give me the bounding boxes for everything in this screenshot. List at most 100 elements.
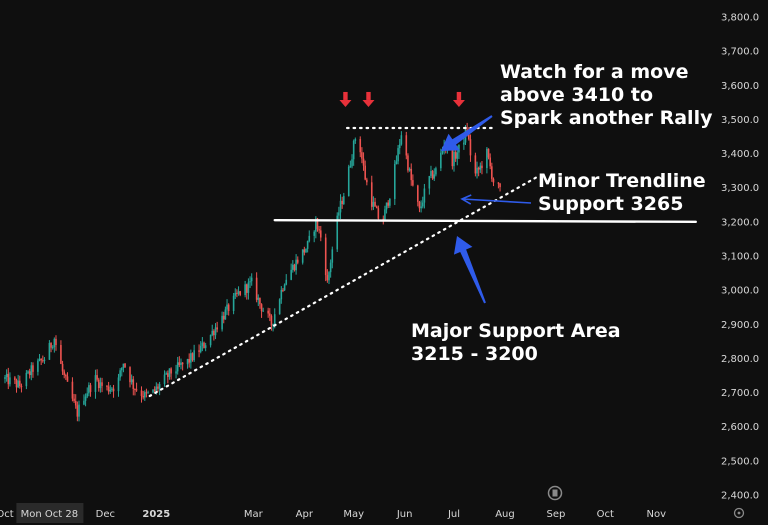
y-tick-label: 2,600.0 [721,422,759,433]
y-tick-label: 3,100.0 [721,252,759,263]
candle [76,401,79,422]
candle [354,137,357,144]
candle [178,356,181,368]
annotation-rally: Watch for a move above 3410 to Spark ano… [500,61,712,130]
candle [43,357,46,364]
candle [430,165,432,179]
x-tick-label: Apr [296,509,314,520]
candle [292,260,294,273]
candle [385,202,388,214]
candle [257,294,260,307]
y-tick-label: 2,500.0 [721,456,759,467]
candle [112,384,115,398]
candle [398,139,401,155]
candle [293,263,296,272]
candle [282,288,284,293]
candle [408,167,411,172]
candle [147,390,149,394]
candle [476,161,478,179]
candle [244,280,246,298]
candle [423,183,426,209]
candle [226,299,228,315]
candle [74,394,77,409]
gear-icon[interactable] [733,507,745,519]
candle [362,152,365,171]
candle [319,225,322,242]
candle [324,233,327,282]
candle [497,182,500,189]
candle [458,144,460,159]
candle [278,298,281,315]
candle [306,240,309,253]
candle [168,368,171,380]
x-tick-label: Sep [547,509,566,520]
x-tick-label: Mon Oct 28 [21,509,78,520]
candle [99,377,102,393]
x-tick-label: Nov [647,509,667,520]
candle [107,381,110,395]
x-axis: Oct Mon Oct 28 Dec 2025 Mar Apr May Jun Jul Aug Se… [0,503,666,523]
candle [60,340,62,365]
candle [489,153,491,170]
candle [400,131,403,146]
candle [420,200,422,213]
x-tick-label: Oct [597,509,614,520]
tradingview-logo-icon[interactable] [547,485,563,501]
candle [106,384,108,391]
candle [181,362,184,371]
top-marker-arrow-icon [362,91,375,107]
candle [111,386,113,393]
candle [117,373,120,397]
annotation-line: above 3410 to [500,84,653,106]
candle [237,286,240,296]
candle [428,175,431,195]
candle [135,382,138,392]
candle [343,192,345,205]
candle [477,166,480,177]
candle [132,376,135,396]
candle [94,369,97,399]
candle [387,200,390,209]
candle [129,366,131,388]
candle [97,377,100,392]
candle [222,311,225,324]
candle [78,400,80,422]
candle [51,345,54,350]
candle [157,383,159,392]
candle [122,363,125,373]
candle [372,196,375,210]
x-tick-label: Aug [495,509,515,520]
candle [193,344,195,363]
candle [216,321,218,333]
candle [338,206,340,220]
minor-trendline-arrow-icon [460,194,532,205]
y-tick-label: 3,700.0 [721,47,759,58]
candle [175,364,177,379]
candle [499,182,501,192]
candle [303,246,306,256]
top-marker-arrow-icon [452,91,465,107]
candle [375,205,378,209]
candle [481,161,483,175]
candle [142,390,144,400]
candle [190,349,192,369]
candle [349,160,352,168]
crosshair-date-box [16,503,84,523]
candle [359,136,362,158]
candle [86,387,89,399]
y-tick-label: 2,700.0 [721,388,759,399]
candle [410,163,413,186]
candle [370,175,373,211]
candle [180,358,182,370]
annotation-line: Support 3265 [538,193,684,215]
candle [27,370,29,374]
x-tick-label: Oct [0,509,14,520]
candle [63,369,66,379]
annotation-line: Minor Trendline [538,170,706,192]
candle [267,307,269,318]
candle [463,138,465,150]
candle [203,341,205,349]
x-tick-label: Mar [244,509,264,520]
y-tick-label: 2,900.0 [721,320,759,331]
candle [167,370,169,384]
